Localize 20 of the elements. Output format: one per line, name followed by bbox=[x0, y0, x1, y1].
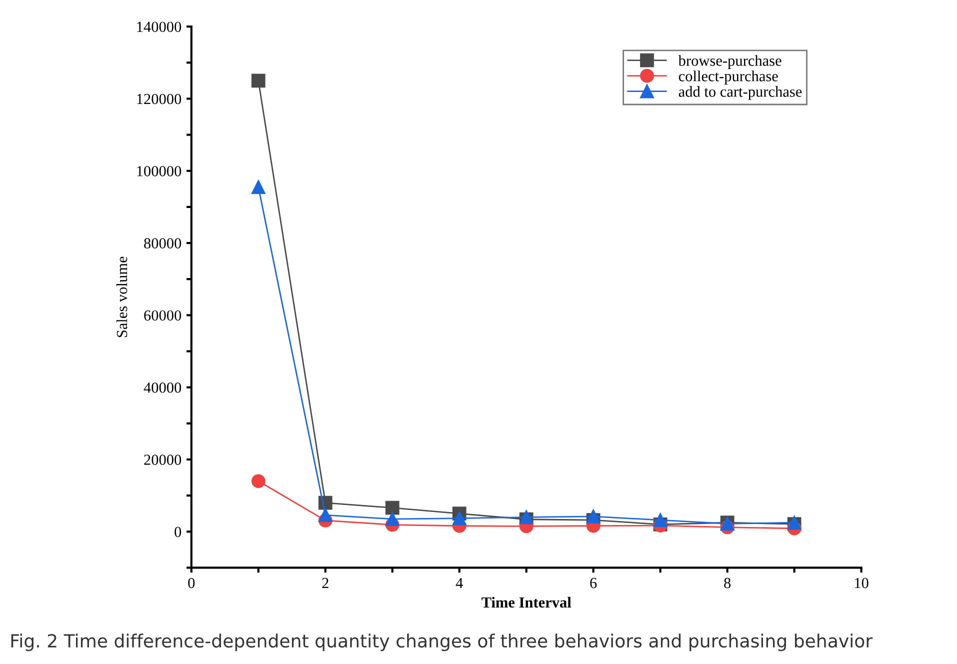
legend-label: collect-purchase bbox=[678, 70, 778, 84]
y-tick-label: 80000 bbox=[144, 238, 182, 248]
x-tick-label: 10 bbox=[855, 578, 868, 588]
legend-label: add to cart-purchase bbox=[678, 86, 802, 100]
x-tick-label: 0 bbox=[188, 578, 195, 588]
x-tick-label: 2 bbox=[322, 578, 328, 588]
y-tick-label: 40000 bbox=[144, 382, 182, 393]
y-axis-title: Sales volume bbox=[116, 256, 128, 338]
y-tick-label: 20000 bbox=[144, 454, 182, 465]
caption: Fig. 2 Time difference-dependent quantity changes of three behaviors and purchasing behavior bbox=[11, 634, 873, 652]
y-tick-label: 120000 bbox=[137, 94, 182, 104]
x-tick-label: 8 bbox=[724, 578, 731, 588]
x-axis-title: Time Interval bbox=[482, 596, 572, 608]
x-tick-label: 4 bbox=[456, 578, 463, 588]
legend-label: browse-purchase bbox=[678, 55, 782, 69]
y-tick-label: 0 bbox=[174, 526, 182, 538]
x-tick-label: 6 bbox=[590, 578, 597, 588]
y-tick-label: 60000 bbox=[144, 310, 182, 321]
y-tick-label: 140000 bbox=[137, 22, 182, 32]
y-tick-label: 100000 bbox=[137, 166, 182, 176]
